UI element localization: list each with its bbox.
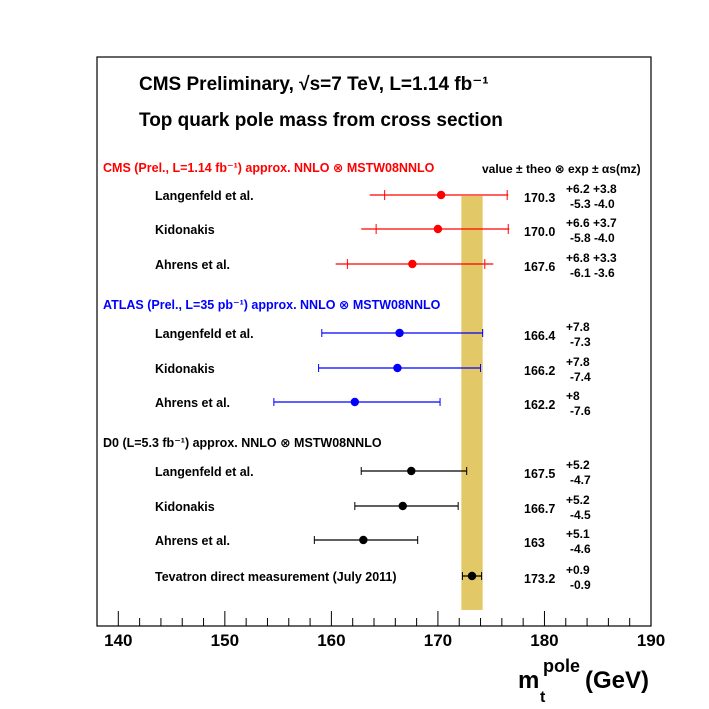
error-up-label: +5.2	[566, 493, 590, 507]
chart-subtitle: Top quark pole mass from cross section	[139, 110, 503, 131]
error-down-label: -4.7	[570, 473, 591, 487]
data-point	[433, 224, 443, 234]
value-label: 166.4	[524, 329, 555, 343]
data-point	[393, 363, 402, 373]
measurement-name: Langenfeld et al.	[155, 465, 254, 479]
value-label: 163	[524, 536, 545, 550]
group-header: D0 (L=5.3 fb⁻¹) approx. NNLO ⊗ MSTW08NNL…	[103, 436, 382, 450]
measurement-name: Langenfeld et al.	[155, 327, 254, 341]
tick-label: 160	[317, 631, 345, 650]
measurement-group: D0 (L=5.3 fb⁻¹) approx. NNLO ⊗ MSTW08NNL…	[103, 436, 591, 592]
error-down-label: -4.5	[570, 508, 591, 522]
chart-title: CMS Preliminary, √s=7 TeV, L=1.14 fb⁻¹	[139, 74, 489, 95]
error-up-label: +5.2	[566, 458, 590, 472]
measurement-row: Langenfeld et al. 166.4 +7.8-7.3	[155, 320, 591, 349]
value-label: 167.5	[524, 467, 555, 481]
error-down-label: -5.3 -4.0	[570, 197, 615, 211]
error-down-label: -7.4	[570, 370, 591, 384]
error-down-label: -5.8 -4.0	[570, 231, 615, 245]
x-axis-label-subscript: t	[540, 689, 546, 706]
measurement-group: CMS (Prel., L=1.14 fb⁻¹) approx. NNLO ⊗ …	[103, 161, 617, 280]
error-down-label: -7.6	[570, 404, 591, 418]
measurement-row: Langenfeld et al. 167.5 +5.2-4.7	[155, 458, 591, 487]
value-label: 166.7	[524, 502, 555, 516]
error-up-label: +7.8	[566, 320, 590, 334]
column-header: value ± theo ⊗ exp ± αs(mz)	[482, 162, 641, 176]
measurement-name: Kidonakis	[155, 500, 215, 514]
value-label: 170.0	[524, 225, 555, 239]
error-up-label: +8	[566, 389, 580, 403]
x-axis-tick-labels: 140 150 160 170 180 190	[104, 631, 665, 650]
tick-label: 170	[424, 631, 452, 650]
measurement-row: Kidonakis 170.0 +6.6 +3.7-5.8 -4.0	[155, 216, 617, 245]
tick-label: 140	[104, 631, 132, 650]
measurement-row: Kidonakis 166.7 +5.2-4.5	[155, 493, 591, 522]
measurement-name: Ahrens et al.	[155, 258, 230, 272]
error-down-label: -0.9	[570, 578, 591, 592]
tick-label: 150	[211, 631, 239, 650]
value-label: 167.6	[524, 260, 555, 274]
data-point	[436, 190, 446, 200]
measurement-name: Langenfeld et al.	[155, 189, 254, 203]
measurement-row: Ahrens et al. 167.6 +6.8 +3.3-6.1 -3.6	[155, 251, 617, 280]
measurement-row: Kidonakis 166.2 +7.8-7.4	[155, 355, 591, 384]
value-label: 166.2	[524, 364, 555, 378]
reference-band	[461, 196, 483, 610]
x-axis-ticks	[96, 611, 652, 626]
group-header: CMS (Prel., L=1.14 fb⁻¹) approx. NNLO ⊗ …	[103, 161, 435, 175]
measurement-row: Ahrens et al. 163 +5.1-4.6	[155, 527, 591, 556]
measurement-groups: CMS (Prel., L=1.14 fb⁻¹) approx. NNLO ⊗ …	[103, 161, 617, 592]
measurement-name: Tevatron direct measurement (July 2011)	[155, 570, 397, 584]
value-label: 173.2	[524, 572, 555, 586]
error-up-label: +5.1	[566, 527, 590, 541]
error-up-label: +6.6 +3.7	[566, 216, 617, 230]
data-point	[407, 466, 416, 476]
data-point	[467, 571, 477, 581]
error-up-label: +6.2 +3.8	[566, 182, 617, 196]
error-down-label: -4.6	[570, 542, 591, 556]
group-header: ATLAS (Prel., L=35 pb⁻¹) approx. NNLO ⊗ …	[103, 298, 441, 312]
value-label: 162.2	[524, 398, 555, 412]
error-up-label: +0.9	[566, 563, 590, 577]
x-axis-label-unit: (GeV)	[585, 667, 649, 694]
data-point	[359, 535, 368, 545]
measurement-row: Tevatron direct measurement (July 2011) 1…	[155, 563, 591, 592]
error-up-label: +7.8	[566, 355, 590, 369]
measurement-name: Ahrens et al.	[155, 534, 230, 548]
tick-label: 180	[530, 631, 558, 650]
data-point	[395, 328, 404, 338]
measurement-row: Langenfeld et al. 170.3 +6.2 +3.8-5.3 -4.0	[155, 182, 617, 211]
data-point	[398, 501, 407, 511]
error-down-label: -7.3	[570, 335, 591, 349]
measurement-group: ATLAS (Prel., L=35 pb⁻¹) approx. NNLO ⊗ …	[103, 298, 591, 418]
x-axis-label-superscript: pole	[543, 656, 580, 676]
x-axis-label: m	[518, 667, 539, 694]
value-label: 170.3	[524, 191, 555, 205]
data-point	[350, 397, 360, 407]
error-up-label: +6.8 +3.3	[566, 251, 617, 265]
measurement-row: Ahrens et al. 162.2 +8-7.6	[155, 389, 591, 418]
measurement-name: Ahrens et al.	[155, 396, 230, 410]
tick-label: 190	[637, 631, 665, 650]
data-point	[408, 259, 417, 269]
error-down-label: -6.1 -3.6	[570, 266, 615, 280]
measurement-name: Kidonakis	[155, 362, 215, 376]
measurement-name: Kidonakis	[155, 223, 215, 237]
